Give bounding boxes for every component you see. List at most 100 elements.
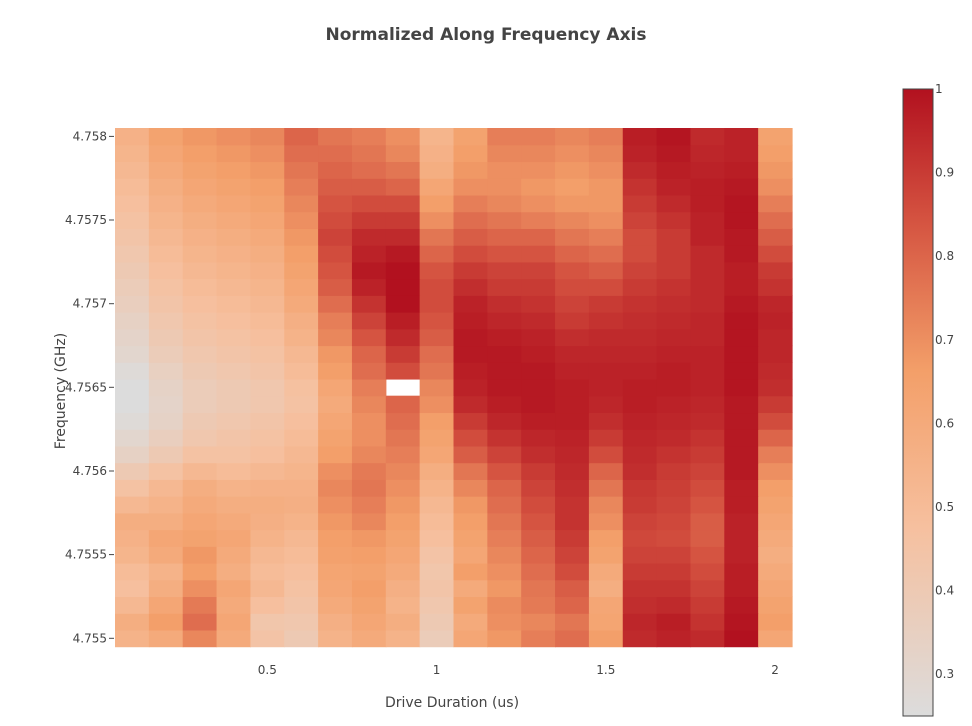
heatmap-cell	[385, 562, 421, 581]
heatmap-cell	[250, 194, 285, 213]
heatmap-cell	[724, 278, 759, 296]
heatmap-cell	[555, 178, 590, 196]
heatmap-cell	[758, 529, 793, 547]
heatmap-cell	[758, 629, 793, 648]
heatmap-cell	[487, 228, 522, 246]
heatmap-cell	[182, 479, 218, 497]
heatmap-cell	[216, 546, 251, 564]
heatmap-cell	[419, 261, 455, 280]
heatmap-cell	[487, 345, 522, 363]
heatmap-cell	[487, 395, 522, 414]
x-tick-label: 1	[433, 663, 441, 677]
heatmap-cell	[622, 345, 658, 363]
heatmap-cell	[724, 178, 759, 196]
heatmap-cell	[690, 312, 725, 330]
heatmap-cell	[250, 613, 285, 631]
heatmap-cell	[385, 261, 421, 280]
colorbar-ticks: 0.3 0.4 0.5 0.6 0.7 0.8 0.9 1	[935, 82, 954, 681]
heatmap-cell	[250, 479, 285, 497]
heatmap-cell	[487, 261, 522, 280]
y-tick-label: 4.755	[73, 631, 107, 645]
heatmap-cell	[216, 613, 251, 631]
heatmap-cell	[419, 278, 455, 296]
heatmap-cell	[216, 261, 251, 280]
heatmap-cell	[690, 161, 725, 179]
heatmap-cell	[724, 462, 759, 480]
heatmap-cell	[724, 613, 759, 631]
heatmap-cell	[148, 395, 184, 414]
heatmap-cell	[318, 395, 353, 414]
heatmap-cell	[351, 613, 387, 631]
heatmap-cell	[148, 178, 184, 196]
heatmap-cell	[216, 228, 251, 246]
heatmap-cell	[690, 362, 725, 380]
heatmap-cell	[724, 378, 759, 397]
heatmap-cell	[487, 479, 522, 497]
heatmap-cell	[690, 496, 725, 514]
heatmap-cell	[351, 512, 387, 531]
heatmap-cell	[385, 445, 421, 464]
heatmap-cell	[656, 194, 692, 213]
heatmap-cell	[758, 445, 793, 464]
heatmap-cell	[182, 245, 218, 263]
heatmap-cell	[148, 378, 184, 397]
heatmap-cell	[622, 596, 658, 614]
heatmap-cell	[318, 144, 353, 163]
heatmap-cell	[656, 579, 692, 598]
heatmap-cell	[385, 462, 421, 480]
heatmap-cell	[656, 529, 692, 547]
heatmap-cell	[555, 546, 590, 564]
heatmap-cell	[656, 546, 692, 564]
heatmap-cell	[656, 362, 692, 380]
heatmap-cell	[318, 479, 353, 497]
heatmap-cell	[419, 479, 455, 497]
heatmap-cell	[351, 529, 387, 547]
heatmap-cell	[656, 312, 692, 330]
heatmap-cell	[419, 512, 455, 531]
heatmap-cell	[690, 144, 725, 163]
heatmap-cell	[555, 613, 590, 631]
heatmap-cell	[216, 529, 251, 547]
heatmap-cell	[588, 496, 624, 514]
heatmap-cell	[622, 412, 658, 430]
heatmap-cell	[250, 345, 285, 363]
heatmap-cell	[318, 579, 353, 598]
colorbar-tick-label: 0.6	[935, 416, 954, 430]
heatmap-cell	[284, 328, 319, 347]
heatmap-cell	[148, 496, 184, 514]
heatmap-cell	[690, 178, 725, 196]
heatmap-cell	[115, 512, 150, 531]
heatmap-cell	[656, 278, 692, 296]
heatmap-cell	[758, 211, 793, 229]
heatmap-cell	[724, 261, 759, 280]
heatmap-cell	[115, 128, 150, 146]
heatmap-cell	[656, 295, 692, 313]
heatmap-cell	[351, 362, 387, 380]
heatmap-cell	[622, 462, 658, 480]
heatmap-cell	[216, 245, 251, 263]
heatmap-cell	[216, 496, 251, 514]
heatmap-cell	[521, 144, 556, 163]
heatmap-cell	[453, 228, 488, 246]
heatmap-cell	[115, 462, 150, 480]
heatmap-cell	[555, 596, 590, 614]
heatmap-cell	[588, 194, 624, 213]
heatmap-cell	[115, 546, 150, 564]
heatmap-cell	[724, 562, 759, 581]
heatmap-cell	[351, 328, 387, 347]
heatmap-cell	[250, 445, 285, 464]
heatmap-cell	[622, 562, 658, 581]
heatmap-cell	[555, 395, 590, 414]
heatmap-cell	[318, 546, 353, 564]
heatmap-cell	[758, 579, 793, 598]
heatmap-cell	[724, 579, 759, 598]
heatmap-cell	[724, 479, 759, 497]
heatmap-cell	[351, 345, 387, 363]
heatmap-cell	[690, 278, 725, 296]
x-axis-ticks: 0.5 1 1.5 2	[258, 663, 779, 677]
heatmap-cell	[724, 429, 759, 447]
heatmap-cell	[115, 395, 150, 414]
heatmap-cell	[284, 144, 319, 163]
heatmap-cell	[724, 496, 759, 514]
heatmap-cell	[521, 462, 556, 480]
